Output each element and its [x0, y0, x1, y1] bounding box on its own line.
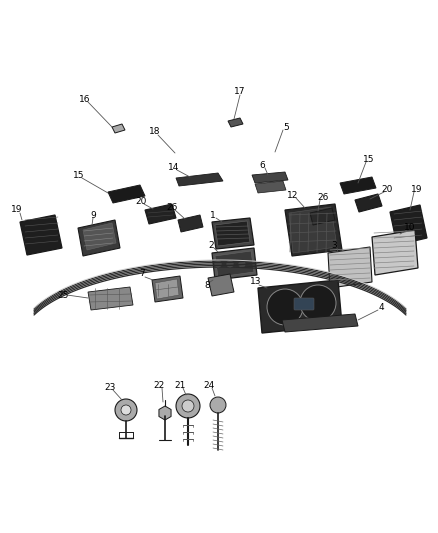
Polygon shape — [215, 221, 250, 246]
Polygon shape — [258, 280, 342, 333]
Text: 21: 21 — [174, 381, 186, 390]
Polygon shape — [282, 314, 358, 332]
Polygon shape — [88, 287, 133, 310]
Polygon shape — [176, 173, 223, 186]
Text: 15: 15 — [73, 171, 85, 180]
Polygon shape — [212, 218, 254, 249]
Text: 26: 26 — [317, 192, 328, 201]
Polygon shape — [152, 276, 183, 302]
Circle shape — [121, 405, 131, 415]
Circle shape — [238, 260, 246, 268]
Polygon shape — [252, 172, 288, 183]
Polygon shape — [255, 181, 286, 193]
Text: 3: 3 — [331, 240, 337, 249]
Polygon shape — [108, 185, 145, 203]
Circle shape — [176, 394, 200, 418]
Text: 5: 5 — [283, 123, 289, 132]
Text: 1: 1 — [210, 211, 216, 220]
FancyBboxPatch shape — [294, 298, 314, 310]
Circle shape — [210, 397, 226, 413]
Polygon shape — [289, 207, 337, 253]
Polygon shape — [355, 194, 382, 212]
Circle shape — [300, 285, 336, 321]
Polygon shape — [145, 204, 176, 224]
Text: 20: 20 — [135, 197, 147, 206]
Polygon shape — [285, 204, 342, 256]
Polygon shape — [372, 230, 418, 275]
Polygon shape — [78, 220, 120, 256]
Text: 8: 8 — [204, 280, 210, 289]
Polygon shape — [83, 223, 116, 250]
Text: 24: 24 — [203, 381, 215, 390]
Circle shape — [214, 260, 222, 268]
Polygon shape — [212, 248, 257, 280]
Polygon shape — [178, 215, 203, 232]
Circle shape — [182, 400, 194, 412]
Polygon shape — [215, 251, 254, 277]
Text: 10: 10 — [404, 222, 416, 231]
Text: 20: 20 — [381, 184, 393, 193]
Text: 22: 22 — [153, 381, 165, 390]
Polygon shape — [228, 118, 243, 127]
Text: 12: 12 — [287, 190, 299, 199]
Polygon shape — [112, 124, 125, 133]
Text: 19: 19 — [11, 206, 23, 214]
Text: 26: 26 — [166, 203, 178, 212]
Text: 4: 4 — [378, 303, 384, 312]
Text: 9: 9 — [90, 211, 96, 220]
Polygon shape — [390, 205, 427, 245]
Text: 14: 14 — [168, 163, 180, 172]
Text: 15: 15 — [363, 155, 375, 164]
Text: 25: 25 — [57, 290, 69, 300]
Polygon shape — [20, 215, 62, 255]
Text: 18: 18 — [149, 127, 161, 136]
Text: 13: 13 — [250, 278, 262, 287]
Polygon shape — [208, 274, 234, 296]
Text: 6: 6 — [259, 160, 265, 169]
Polygon shape — [340, 177, 376, 194]
Circle shape — [267, 289, 303, 325]
Text: 7: 7 — [139, 270, 145, 279]
Text: 16: 16 — [79, 94, 91, 103]
Text: 19: 19 — [411, 184, 423, 193]
Polygon shape — [310, 208, 335, 225]
Text: 2: 2 — [208, 240, 214, 249]
Text: 17: 17 — [234, 87, 246, 96]
Polygon shape — [155, 279, 179, 299]
Circle shape — [226, 260, 234, 268]
Text: 23: 23 — [104, 383, 116, 392]
Circle shape — [115, 399, 137, 421]
Polygon shape — [328, 247, 372, 288]
